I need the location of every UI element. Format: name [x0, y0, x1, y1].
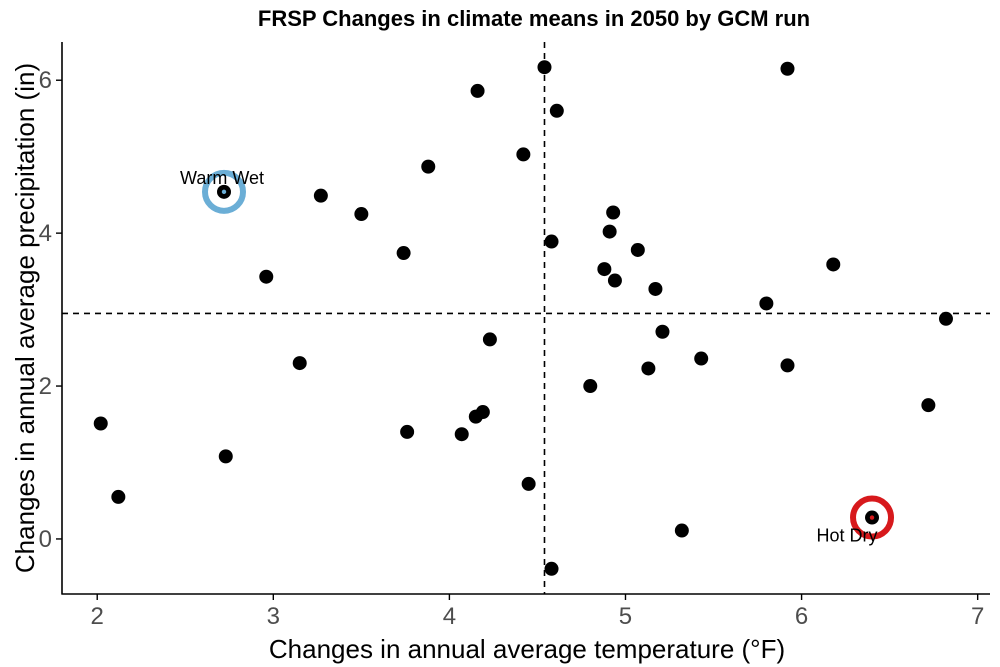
y-tick-label: 6	[39, 67, 52, 94]
data-point-28	[630, 242, 645, 257]
data-point-8	[354, 207, 369, 222]
data-point-5	[259, 269, 274, 284]
x-tick-label: 3	[267, 603, 280, 630]
data-point-7	[313, 188, 328, 203]
data-point-9	[396, 246, 411, 261]
highlight-center-2	[869, 515, 875, 520]
data-point-2	[111, 489, 126, 504]
y-tick-label: 0	[39, 526, 52, 553]
highlight-ring-2	[850, 495, 895, 540]
chart-title: FRSP Changes in climate means in 2050 by…	[258, 6, 810, 31]
x-tick-label: 4	[443, 603, 456, 630]
annotation-label-2: Hot Dry	[817, 526, 878, 546]
data-point-35	[780, 61, 795, 76]
data-point-30	[648, 281, 663, 296]
data-point-25	[602, 224, 617, 239]
data-point-39	[921, 398, 936, 413]
x-tick-label: 2	[91, 603, 104, 630]
data-point-22	[549, 103, 564, 118]
data-point-3	[218, 449, 233, 464]
y-tick-label: 2	[39, 373, 52, 400]
data-point-16	[482, 332, 497, 347]
data-point-21	[544, 561, 559, 576]
data-point-12	[454, 427, 469, 442]
x-tick-label: 5	[619, 603, 632, 630]
data-point-14	[470, 83, 485, 98]
y-axis-label: Changes in annual average precipitation …	[10, 63, 40, 573]
data-point-33	[694, 351, 709, 366]
data-point-23	[583, 379, 598, 394]
data-point-34	[759, 296, 774, 311]
annotation-label-1: Warm Wet	[180, 168, 264, 188]
data-point-32	[674, 523, 689, 538]
data-point-29	[641, 361, 656, 376]
data-point-36	[780, 358, 795, 373]
x-tick-label: 7	[971, 603, 984, 630]
data-point-15	[475, 405, 490, 420]
data-point-40	[938, 311, 953, 326]
highlight-ring-1	[202, 169, 247, 214]
data-point-26	[606, 205, 621, 220]
data-point-17	[516, 147, 531, 162]
data-point-10	[400, 424, 415, 439]
data-point-24	[597, 262, 612, 277]
plot-area: Warm Wet Hot Dry	[62, 42, 990, 594]
axes: 2 3 4 5 6 7 0 2 4 6	[39, 42, 990, 630]
data-point-11	[421, 159, 436, 174]
y-tick-label: 4	[39, 220, 52, 247]
data-point-19	[537, 60, 552, 75]
data-point-1	[93, 416, 108, 431]
data-point-6	[292, 356, 307, 371]
data-point-37	[826, 257, 841, 272]
highlight-center-1	[221, 189, 227, 195]
x-axis-label: Changes in annual average temperature (°…	[269, 634, 785, 664]
x-tick-label: 6	[795, 603, 808, 630]
data-point-18	[521, 476, 536, 491]
data-point-27	[607, 273, 622, 288]
data-point-20	[544, 234, 559, 249]
data-point-31	[655, 324, 670, 339]
